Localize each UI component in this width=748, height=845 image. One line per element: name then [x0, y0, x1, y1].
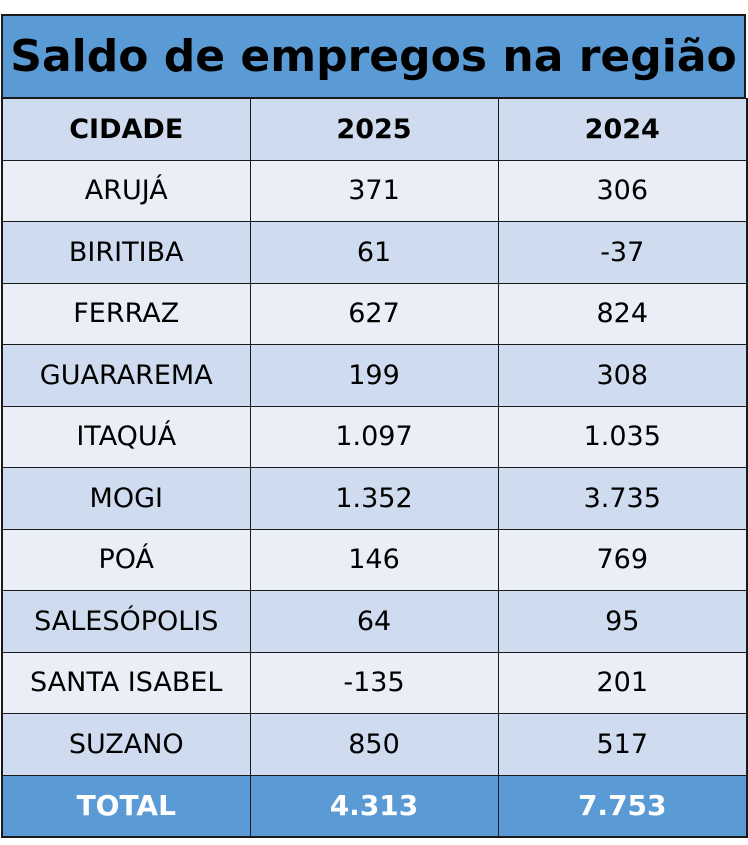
- table-body: ARUJÁ 371 306 BIRITIBA 61 -37 FERRAZ 627 824 GUAR…: [1, 159, 748, 776]
- header-row: CIDADE 2025 2024: [1, 98, 748, 161]
- table-row: SUZANO 850 517: [1, 713, 748, 776]
- cell-city: ITAQUÁ: [1, 405, 251, 468]
- table-row: ARUJÁ 371 306: [1, 159, 748, 222]
- table-row: MOGI 1.352 3.735: [1, 467, 748, 530]
- table-row: GUARAREMA 199 308: [1, 344, 748, 407]
- cell-2025: 199: [249, 344, 499, 407]
- column-header-2024: 2024: [497, 98, 748, 161]
- cell-2024: -37: [497, 221, 748, 284]
- total-row: TOTAL 4.313 7.753: [1, 774, 748, 838]
- data-table: CIDADE 2025 2024 ARUJÁ 371 306 BIRITIBA 61 -3…: [1, 98, 748, 838]
- cell-city: BIRITIBA: [1, 221, 251, 284]
- table-row: POÁ 146 769: [1, 528, 748, 591]
- cell-city: FERRAZ: [1, 282, 251, 345]
- total-label: TOTAL: [1, 774, 251, 838]
- cell-2025: 371: [249, 159, 499, 222]
- title-bar: Saldo de empregos na região: [1, 14, 746, 98]
- cell-city: SUZANO: [1, 713, 251, 776]
- total-2025: 4.313: [249, 774, 499, 838]
- table-row: SANTA ISABEL -135 201: [1, 651, 748, 714]
- cell-2025: 1.097: [249, 405, 499, 468]
- cell-2024: 201: [497, 651, 748, 714]
- cell-2024: 3.735: [497, 467, 748, 530]
- table-row: ITAQUÁ 1.097 1.035: [1, 405, 748, 468]
- cell-city: MOGI: [1, 467, 251, 530]
- cell-2025: 850: [249, 713, 499, 776]
- cell-2025: 627: [249, 282, 499, 345]
- table-title: Saldo de empregos na região: [10, 31, 737, 82]
- cell-2025: 146: [249, 528, 499, 591]
- cell-2025: 1.352: [249, 467, 499, 530]
- table-row: BIRITIBA 61 -37: [1, 221, 748, 284]
- total-2024: 7.753: [497, 774, 748, 838]
- cell-2025: 64: [249, 590, 499, 653]
- cell-2024: 308: [497, 344, 748, 407]
- cell-2024: 95: [497, 590, 748, 653]
- table-row: SALESÓPOLIS 64 95: [1, 590, 748, 653]
- cell-city: SANTA ISABEL: [1, 651, 251, 714]
- cell-2024: 769: [497, 528, 748, 591]
- cell-2024: 824: [497, 282, 748, 345]
- cell-city: POÁ: [1, 528, 251, 591]
- cell-city: GUARAREMA: [1, 344, 251, 407]
- cell-2024: 1.035: [497, 405, 748, 468]
- cell-2025: 61: [249, 221, 499, 284]
- table-row: FERRAZ 627 824: [1, 282, 748, 345]
- cell-2024: 517: [497, 713, 748, 776]
- employment-table: Saldo de empregos na região CIDADE 2025 …: [1, 14, 748, 838]
- cell-2025: -135: [249, 651, 499, 714]
- column-header-2025: 2025: [249, 98, 499, 161]
- cell-city: ARUJÁ: [1, 159, 251, 222]
- cell-2024: 306: [497, 159, 748, 222]
- cell-city: SALESÓPOLIS: [1, 590, 251, 653]
- column-header-city: CIDADE: [1, 98, 251, 161]
